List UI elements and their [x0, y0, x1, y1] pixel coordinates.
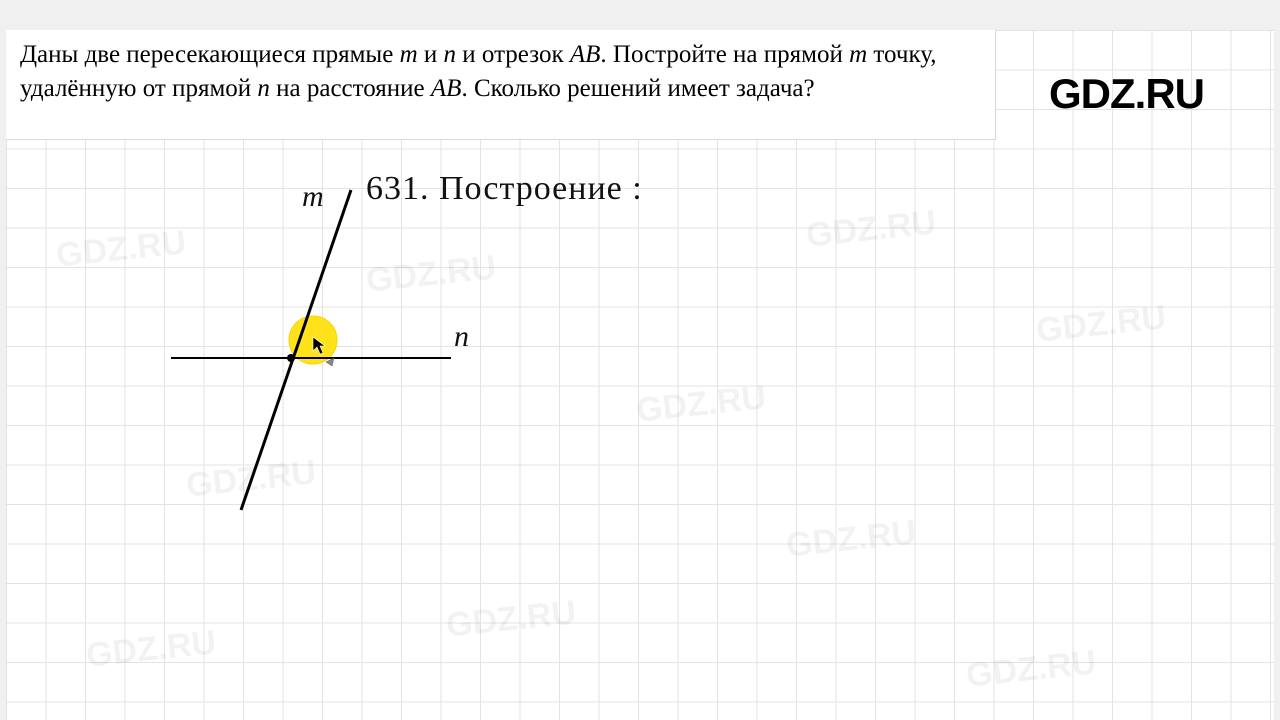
worksheet-page: GDZ.RU GDZ.RU GDZ.RU GDZ.RU GDZ.RU GDZ.R… — [6, 30, 1274, 720]
site-logo: GDZ.RU — [1049, 70, 1204, 118]
var-m: m — [400, 41, 418, 68]
var-m: m — [849, 41, 867, 68]
var-n: n — [257, 75, 270, 102]
var-ab: AB — [431, 75, 462, 102]
problem-text: . Сколько решений имеет задача? — [461, 75, 814, 102]
problem-text: Даны две пересекающиеся прямые — [20, 41, 400, 68]
construction-drawing — [6, 140, 706, 590]
problem-text: и — [418, 41, 444, 68]
problem-text: на расстояние — [270, 75, 431, 102]
problem-text: и отрезок — [456, 41, 570, 68]
intersection-point — [287, 354, 295, 362]
var-ab: AB — [570, 41, 601, 68]
problem-text: . Постройте на прямой — [600, 41, 849, 68]
var-n: n — [444, 41, 457, 68]
problem-statement: Даны две пересекающиеся прямые m и n и о… — [6, 30, 996, 140]
highlight-icon — [289, 316, 337, 364]
